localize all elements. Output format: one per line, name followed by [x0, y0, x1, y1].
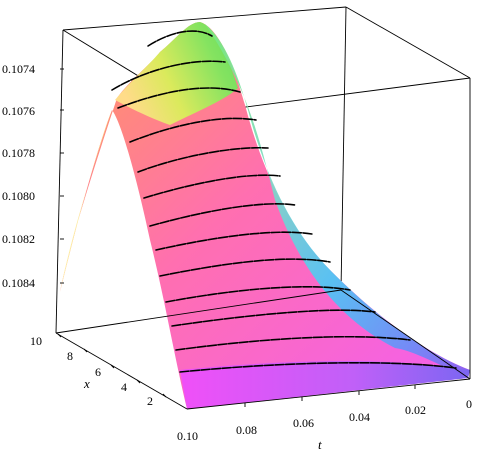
z-tick-label: 0.1078	[2, 146, 35, 160]
box-edge	[186, 378, 471, 410]
t-tick-label: 0.10	[177, 429, 198, 443]
contour-line	[175, 335, 411, 351]
t-tick-label: 0.02	[405, 403, 426, 417]
contour-line	[155, 231, 313, 251]
z-tick-label: 0.1082	[2, 232, 35, 246]
t-tick-label: 0.08	[236, 423, 257, 437]
x-tick	[57, 333, 62, 338]
x-tick-label: 4	[121, 380, 127, 394]
z-tick-label: 0.1074	[2, 62, 35, 76]
x-tick	[110, 364, 115, 369]
contour-line	[147, 30, 213, 47]
x-tick	[136, 379, 141, 384]
t-tick-label: 0.04	[349, 410, 370, 424]
x-tick-label: 6	[95, 365, 101, 379]
z-tick-label: 0.1084	[2, 276, 35, 290]
contour-line	[117, 87, 241, 109]
contour-line	[137, 146, 269, 173]
t-tick-label: 0	[466, 397, 472, 411]
contour-line	[159, 258, 331, 277]
box-edge	[55, 289, 342, 334]
contour-lines	[111, 30, 457, 373]
box-edge	[55, 29, 64, 334]
contour-line	[165, 285, 351, 303]
z-tick-label: 0.1080	[2, 189, 35, 203]
box-edge	[340, 6, 347, 291]
x-tick-label: 8	[67, 349, 73, 363]
t-axis-label: t	[318, 437, 322, 452]
surface	[60, 22, 470, 409]
t-axis: 0.10 0.08 0.06 0.04 0.02 0 t	[177, 385, 472, 452]
contour-line	[143, 174, 281, 199]
x-tick-label: 10	[30, 334, 42, 348]
box-edge	[340, 289, 471, 380]
box-edge	[345, 6, 471, 79]
z-axis: 0.1074 0.1076 0.1078 0.1080 0.1082 0.108…	[2, 62, 64, 290]
surface-left-face	[60, 110, 112, 292]
box-edge	[55, 332, 188, 410]
t-tick-label: 0.06	[293, 416, 314, 430]
x-axis: 2 4 6 8 10 x	[30, 333, 167, 408]
z-tick-label: 0.1076	[2, 104, 35, 118]
x-tick-label: 2	[147, 394, 153, 408]
contour-line	[111, 60, 226, 91]
x-axis-label: x	[83, 376, 90, 391]
surface-bottom-edge	[180, 361, 470, 409]
contour-line	[129, 117, 257, 143]
box-edge	[62, 6, 347, 31]
x-tick	[83, 348, 88, 353]
contour-line	[179, 361, 457, 373]
contour-line	[149, 203, 296, 227]
contour-line	[171, 309, 376, 327]
x-tick	[162, 393, 167, 398]
